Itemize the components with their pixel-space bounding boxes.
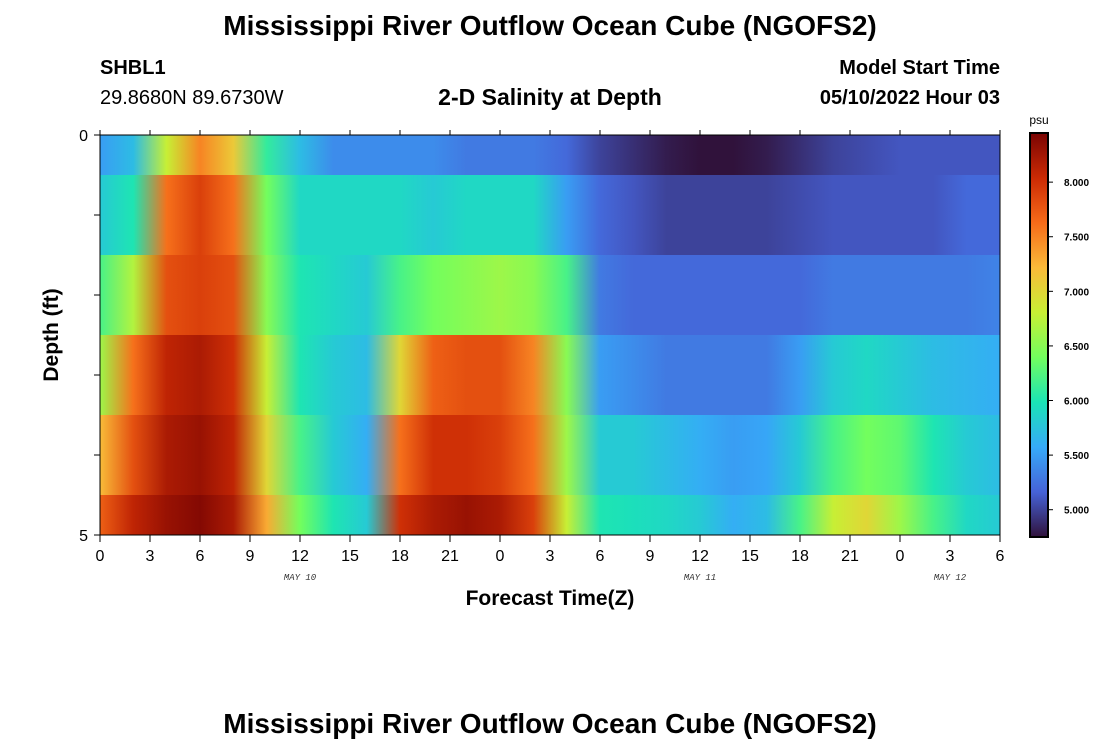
x-tick-label: 0	[96, 548, 105, 565]
salinity-depth-band	[100, 175, 1000, 255]
colorbar-tick-label: 5.500	[1064, 451, 1089, 462]
salinity-heatmap-chart: 0 3 6 9 12 15 18 21 0 3 6 9 12 15 18 21 0 3 6 MAY 10 MAY 11 M…	[40, 113, 1089, 610]
x-tick-label: 6	[596, 548, 605, 565]
salinity-depth-band	[100, 135, 1000, 175]
y-tick-label: 5	[79, 528, 88, 545]
x-tick-label: 6	[996, 548, 1005, 565]
colorbar: 5.000 5.500 6.000 6.500 7.000 7.500 8.000 psu	[1029, 113, 1089, 538]
station-coordinates: 29.8680N 89.6730W	[100, 87, 284, 109]
axes: 0 3 6 9 12 15 18 21 0 3 6 9 12 15 18 21 0 3 6 MAY 10 MAY 11 M…	[40, 128, 1005, 610]
date-label: MAY 10	[284, 573, 317, 583]
salinity-depth-band	[100, 335, 1000, 415]
x-tick-label: 21	[441, 548, 459, 565]
colorbar-unit-label: psu	[1029, 113, 1048, 127]
x-tick-label: 9	[246, 548, 255, 565]
model-start-value: 05/10/2022 Hour 03	[819, 87, 1000, 109]
x-tick-label: 3	[146, 548, 155, 565]
date-label: MAY 11	[684, 573, 716, 583]
y-axis-label: Depth (ft)	[40, 288, 63, 381]
x-tick-label: 12	[291, 548, 309, 565]
x-tick-label: 15	[741, 548, 759, 565]
colorbar-scale	[1029, 132, 1049, 538]
x-tick-label: 3	[546, 548, 555, 565]
model-start-label: Model Start Time	[839, 57, 1000, 79]
colorbar-tick-label: 5.000	[1064, 506, 1089, 517]
x-tick-label: 0	[896, 548, 905, 565]
salinity-depth-band	[100, 415, 1000, 495]
x-tick-label: 15	[341, 548, 359, 565]
x-tick-label: 12	[691, 548, 709, 565]
x-tick-label: 18	[391, 548, 409, 565]
station-id: SHBL1	[100, 57, 166, 79]
plot-area	[100, 135, 1000, 535]
salinity-depth-band	[100, 255, 1000, 335]
x-tick-label: 21	[841, 548, 859, 565]
colorbar-tick-label: 7.500	[1064, 233, 1089, 244]
colorbar-tick-label: 7.000	[1064, 287, 1089, 298]
colorbar-tick-label: 8.000	[1064, 178, 1089, 189]
colorbar-tick-label: 6.000	[1064, 397, 1089, 408]
colorbar-tick-label: 6.500	[1064, 342, 1089, 353]
x-axis-label: Forecast Time(Z)	[466, 587, 635, 610]
x-tick-label: 18	[791, 548, 809, 565]
y-tick-label: 0	[79, 128, 88, 145]
x-tick-label: 0	[496, 548, 505, 565]
x-tick-label: 9	[646, 548, 655, 565]
x-tick-label: 6	[196, 548, 205, 565]
x-tick-label: 3	[946, 548, 955, 565]
salinity-depth-band	[100, 495, 1000, 535]
main-title: Mississippi River Outflow Ocean Cube (NG…	[223, 10, 877, 41]
repeated-main-title: Mississippi River Outflow Ocean Cube (NG…	[223, 708, 877, 739]
chart-subtitle: 2-D Salinity at Depth	[438, 84, 662, 110]
date-label: MAY 12	[934, 573, 967, 583]
